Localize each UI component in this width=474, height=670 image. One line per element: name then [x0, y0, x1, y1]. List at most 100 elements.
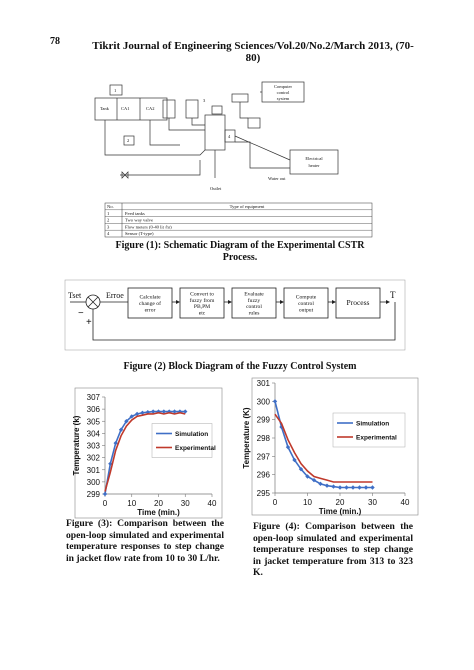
point — [177, 409, 183, 414]
figure1-caption: Figure (1): Schematic Diagram of the Exp… — [90, 240, 390, 264]
label: CA2 — [146, 106, 155, 111]
block-label-line: control — [246, 304, 262, 310]
block — [335, 287, 381, 319]
label: Electrical heater — [305, 156, 323, 168]
chart: 295 296 297 298 299 300 301 0 10 20 30 40 Time (min.… — [242, 377, 419, 516]
legend-label: Simulation — [356, 421, 389, 428]
y-tick-label: 299 — [257, 416, 271, 425]
table-cell: 3 — [107, 224, 110, 229]
point — [311, 477, 317, 483]
setpoint-label: Tset — [68, 291, 82, 300]
point — [318, 481, 323, 487]
point — [124, 419, 129, 424]
block-label: Compute control output — [296, 295, 317, 314]
block-label: Evaluate fuzzy control rules — [244, 291, 264, 316]
block-label-line: PB,PM — [194, 304, 210, 310]
point — [129, 414, 134, 419]
block-label: Convert to fuzzy from PB,PM etc — [190, 291, 215, 316]
x-tick-label: 40 — [208, 499, 217, 508]
block-label-line: error — [145, 307, 156, 313]
block — [283, 287, 329, 319]
block-label: Calculate change of error — [139, 295, 161, 314]
plus-sign: + — [86, 317, 92, 328]
y-tick-label: 295 — [257, 489, 271, 498]
block-label-line: Convert to — [190, 291, 214, 297]
label: Water out — [268, 176, 286, 181]
label: Computer control system — [274, 84, 292, 101]
y-tick-label: 301 — [257, 379, 271, 388]
x-tick-label: 30 — [368, 498, 377, 507]
y-tick-label: 305 — [87, 417, 101, 426]
table-cell: 1 — [107, 211, 110, 216]
x-tick-label: 40 — [401, 498, 410, 507]
figure3-caption: Figure (3): Comparison between the open-… — [66, 518, 224, 564]
block-label-line: Process — [347, 298, 370, 307]
block-label-line: Compute — [296, 295, 317, 301]
figure4-caption: Figure (4): Comparison between the open-… — [253, 521, 413, 578]
arrow-head — [386, 300, 390, 304]
y-tick-label: 304 — [87, 429, 101, 438]
y-axis-label: Temperature (K) — [242, 407, 251, 469]
arrow-head — [176, 300, 180, 304]
y-axis-label: Temperature (k) — [72, 415, 81, 475]
block-label-line: fuzzy from — [190, 297, 215, 304]
legend-label: Experimental — [175, 445, 216, 452]
point — [370, 485, 375, 490]
legend-box — [151, 423, 213, 458]
arrow-head — [280, 300, 284, 304]
point — [363, 485, 369, 490]
table-cell: 2 — [107, 218, 110, 223]
block-label-line: Evaluate — [244, 291, 264, 297]
y-tick-label: 307 — [87, 393, 101, 402]
block — [231, 287, 277, 319]
y-tick-label: 301 — [87, 466, 101, 475]
point — [305, 474, 310, 479]
block-label-line: etc — [199, 311, 206, 317]
label: 4 — [228, 134, 231, 139]
point — [172, 409, 177, 414]
blocks: Calculate change of error Convert to fuzzy f… — [127, 287, 390, 319]
table-cell: No. — [107, 204, 114, 209]
y-tick-label: 300 — [257, 397, 271, 406]
point — [337, 485, 343, 490]
y-tick-label: 306 — [87, 405, 101, 414]
table-cell: Two way valve — [125, 218, 153, 223]
figure2-caption: Figure (2) Block Diagram of the Fuzzy Co… — [123, 361, 357, 372]
block — [127, 287, 173, 319]
schematic — [94, 81, 339, 179]
y-tick-label: 299 — [87, 490, 101, 499]
block-label-line: control — [298, 301, 314, 307]
table-cell: Sensor (T-type) — [125, 231, 154, 236]
block-label-line: Calculate — [139, 295, 161, 301]
table-cell: Flow meters (0-40 lit /hr) — [125, 224, 172, 229]
label: Tank — [100, 106, 110, 111]
point — [350, 485, 356, 490]
error-label: Erroe — [106, 291, 124, 300]
x-tick-label: 10 — [303, 498, 312, 507]
block-diagram — [64, 279, 406, 351]
y-tick-label: 298 — [257, 434, 271, 443]
block-label: Process — [347, 298, 370, 307]
block — [179, 287, 225, 319]
x-axis-label: Time (min.) — [319, 507, 362, 516]
x-axis-label: Time (min.) — [137, 508, 180, 517]
table-cell: Feed tanks — [125, 211, 145, 216]
x-tick-label: 20 — [336, 498, 345, 507]
series-line — [104, 410, 186, 495]
series-line — [274, 401, 373, 489]
x-tick-label: 0 — [103, 499, 108, 508]
point — [292, 457, 297, 463]
point — [150, 409, 156, 414]
label: 1 — [114, 88, 116, 93]
point — [156, 409, 161, 414]
table-cell: 4 — [107, 231, 110, 236]
caption-line: Process. — [222, 252, 258, 263]
y-tick-label: 300 — [87, 478, 101, 487]
point — [331, 484, 336, 489]
point — [113, 440, 118, 446]
journal-header: Tikrit Journal of Engineering Sciences/V… — [92, 40, 414, 64]
point — [357, 485, 362, 490]
output-label: T — [390, 290, 396, 300]
